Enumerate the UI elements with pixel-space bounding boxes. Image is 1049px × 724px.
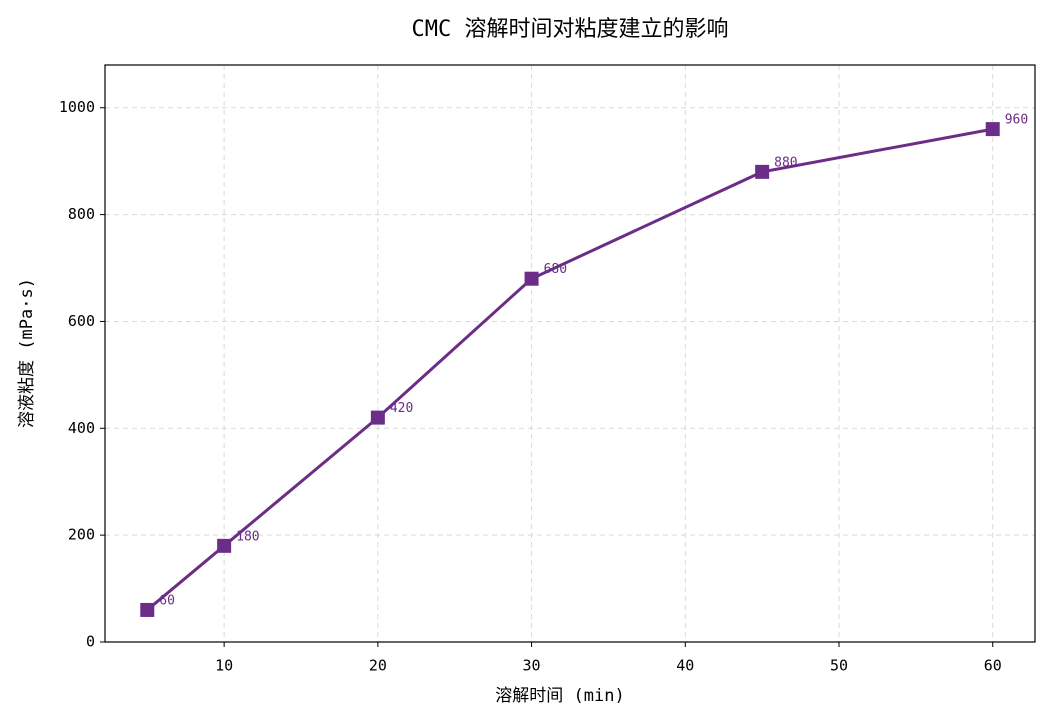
chart-title: CMC 溶解时间对粘度建立的影响 <box>412 17 729 42</box>
y-tick-label: 400 <box>68 419 95 437</box>
y-tick-label: 1000 <box>59 98 95 116</box>
data-label: 680 <box>544 262 567 277</box>
x-tick-label: 50 <box>830 657 848 675</box>
y-axis-label: 溶液粘度 (mPa·s) <box>17 278 37 428</box>
x-axis-label: 溶解时间 (min) <box>495 686 624 706</box>
data-point <box>755 164 770 179</box>
x-tick-label: 40 <box>676 657 694 675</box>
x-tick-label: 60 <box>984 657 1002 675</box>
data-point <box>985 122 1000 137</box>
x-tick-label: 30 <box>523 657 541 675</box>
data-line <box>146 127 994 612</box>
data-label: 960 <box>1005 113 1028 128</box>
x-tick-label: 20 <box>369 657 387 675</box>
data-label: 60 <box>159 593 175 608</box>
data-label: 880 <box>774 155 797 170</box>
plot-frame <box>104 64 1036 643</box>
y-tick-label: 200 <box>68 526 95 544</box>
data-label: 420 <box>390 401 413 416</box>
y-tick-label: 600 <box>68 312 95 330</box>
y-tick-label: 0 <box>86 633 95 651</box>
data-point <box>370 410 385 425</box>
data-point <box>217 538 232 553</box>
data-label: 180 <box>236 529 259 544</box>
data-point <box>524 271 539 286</box>
x-tick-label: 10 <box>215 657 233 675</box>
data-point <box>140 602 155 617</box>
y-tick-label: 800 <box>68 205 95 223</box>
